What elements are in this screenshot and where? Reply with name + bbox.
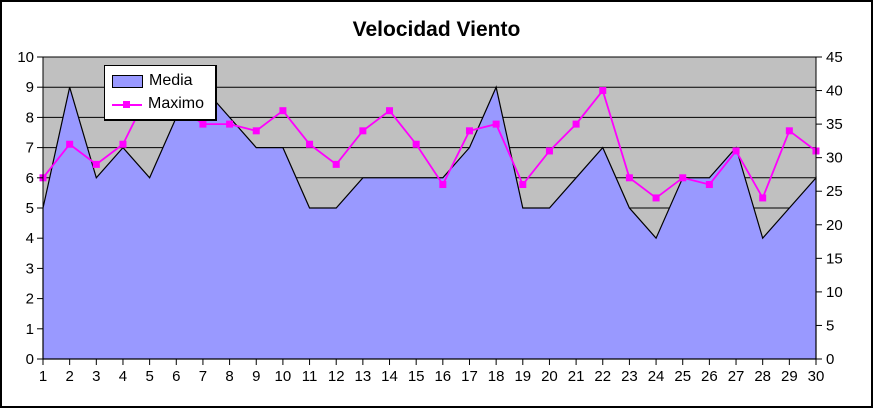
maximo-marker[interactable] xyxy=(785,127,793,135)
chart-title: Velocidad Viento xyxy=(352,18,521,41)
maximo-marker[interactable] xyxy=(545,147,553,155)
maximo-marker[interactable] xyxy=(732,147,740,155)
left-axis-label: 3 xyxy=(26,260,34,277)
x-axis-label: 12 xyxy=(328,368,345,385)
left-axis-label: 2 xyxy=(26,291,34,308)
maximo-marker[interactable] xyxy=(759,194,767,202)
right-axis-label: 5 xyxy=(826,317,834,334)
maximo-marker[interactable] xyxy=(412,140,420,148)
legend-label-maximo: Maximo xyxy=(148,95,205,112)
maximo-marker[interactable] xyxy=(572,120,580,128)
left-axis-label: 10 xyxy=(17,49,34,66)
maximo-marker[interactable] xyxy=(652,194,660,202)
x-axis-label: 26 xyxy=(701,368,718,385)
right-axis-label: 0 xyxy=(826,351,834,368)
left-axis-label: 8 xyxy=(26,109,34,126)
left-axis-label: 7 xyxy=(26,140,34,157)
maximo-marker[interactable] xyxy=(252,127,260,135)
left-axis-label: 6 xyxy=(26,170,34,187)
legend-item-maximo[interactable]: Maximo xyxy=(112,96,215,112)
maximo-marker[interactable] xyxy=(439,181,447,189)
maximo-marker[interactable] xyxy=(92,160,100,168)
x-axis-label: 4 xyxy=(119,368,127,385)
left-axis-label: 4 xyxy=(26,230,34,247)
left-axis-label: 0 xyxy=(26,351,34,368)
legend[interactable]: Media Maximo xyxy=(104,65,217,121)
maximo-marker[interactable] xyxy=(465,127,473,135)
maximo-marker[interactable] xyxy=(279,107,287,115)
x-axis-label: 11 xyxy=(302,368,318,385)
maximo-marker[interactable] xyxy=(679,174,687,182)
left-axis-label: 1 xyxy=(26,321,34,338)
right-axis-label: 45 xyxy=(826,49,843,66)
x-axis-label: 1 xyxy=(39,368,47,385)
x-axis-label: 25 xyxy=(674,368,691,385)
right-axis-label: 40 xyxy=(826,83,843,100)
x-axis-label: 15 xyxy=(408,368,425,385)
legend-item-media[interactable]: Media xyxy=(112,73,215,89)
right-axis-label: 30 xyxy=(826,150,843,167)
x-axis-label: 14 xyxy=(381,368,398,385)
maximo-marker[interactable] xyxy=(599,87,607,95)
maximo-marker[interactable] xyxy=(492,120,500,128)
x-axis-label: 16 xyxy=(434,368,451,385)
left-axis-label: 5 xyxy=(26,200,34,217)
x-axis-label: 29 xyxy=(781,368,798,385)
x-axis-label: 22 xyxy=(594,368,611,385)
x-axis-label: 6 xyxy=(172,368,180,385)
maximo-marker[interactable] xyxy=(359,127,367,135)
maximo-marker[interactable] xyxy=(332,160,340,168)
maximo-marker[interactable] xyxy=(226,120,234,128)
x-axis-label: 19 xyxy=(514,368,531,385)
x-axis-label: 5 xyxy=(145,368,153,385)
x-axis-label: 2 xyxy=(65,368,73,385)
x-axis-label: 30 xyxy=(808,368,825,385)
right-axis-label: 10 xyxy=(826,284,843,301)
maximo-marker[interactable] xyxy=(386,107,394,115)
maximo-marker[interactable] xyxy=(705,181,713,189)
x-axis-label: 23 xyxy=(621,368,638,385)
maximo-marker[interactable] xyxy=(306,140,314,148)
x-axis-label: 20 xyxy=(541,368,558,385)
x-axis-label: 18 xyxy=(488,368,505,385)
x-axis-label: 9 xyxy=(252,368,260,385)
legend-label-media: Media xyxy=(149,72,193,89)
x-axis-label: 17 xyxy=(461,368,478,385)
x-axis-label: 3 xyxy=(92,368,100,385)
maximo-line-swatch-icon xyxy=(112,100,142,109)
x-axis-label: 13 xyxy=(355,368,372,385)
maximo-marker[interactable] xyxy=(119,140,127,148)
media-area-swatch-icon xyxy=(112,74,143,88)
x-axis-label: 28 xyxy=(754,368,771,385)
right-axis-label: 20 xyxy=(826,217,843,234)
maximo-marker[interactable] xyxy=(199,120,207,128)
x-axis-label: 24 xyxy=(648,368,665,385)
right-axis-label: 15 xyxy=(826,250,843,267)
maximo-marker[interactable] xyxy=(66,140,74,148)
x-axis-label: 8 xyxy=(225,368,233,385)
x-axis-label: 10 xyxy=(275,368,292,385)
right-axis-label: 35 xyxy=(826,116,843,133)
x-axis-label: 27 xyxy=(728,368,745,385)
maximo-marker[interactable] xyxy=(519,181,527,189)
x-axis-label: 7 xyxy=(199,368,207,385)
right-axis-label: 25 xyxy=(826,183,843,200)
x-axis-label: 21 xyxy=(568,368,585,385)
maximo-marker[interactable] xyxy=(625,174,633,182)
left-axis-label: 9 xyxy=(26,79,34,96)
